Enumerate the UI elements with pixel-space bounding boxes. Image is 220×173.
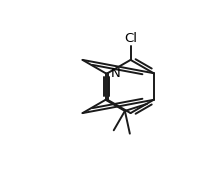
Text: Cl: Cl (124, 32, 137, 45)
Text: N: N (111, 67, 120, 80)
